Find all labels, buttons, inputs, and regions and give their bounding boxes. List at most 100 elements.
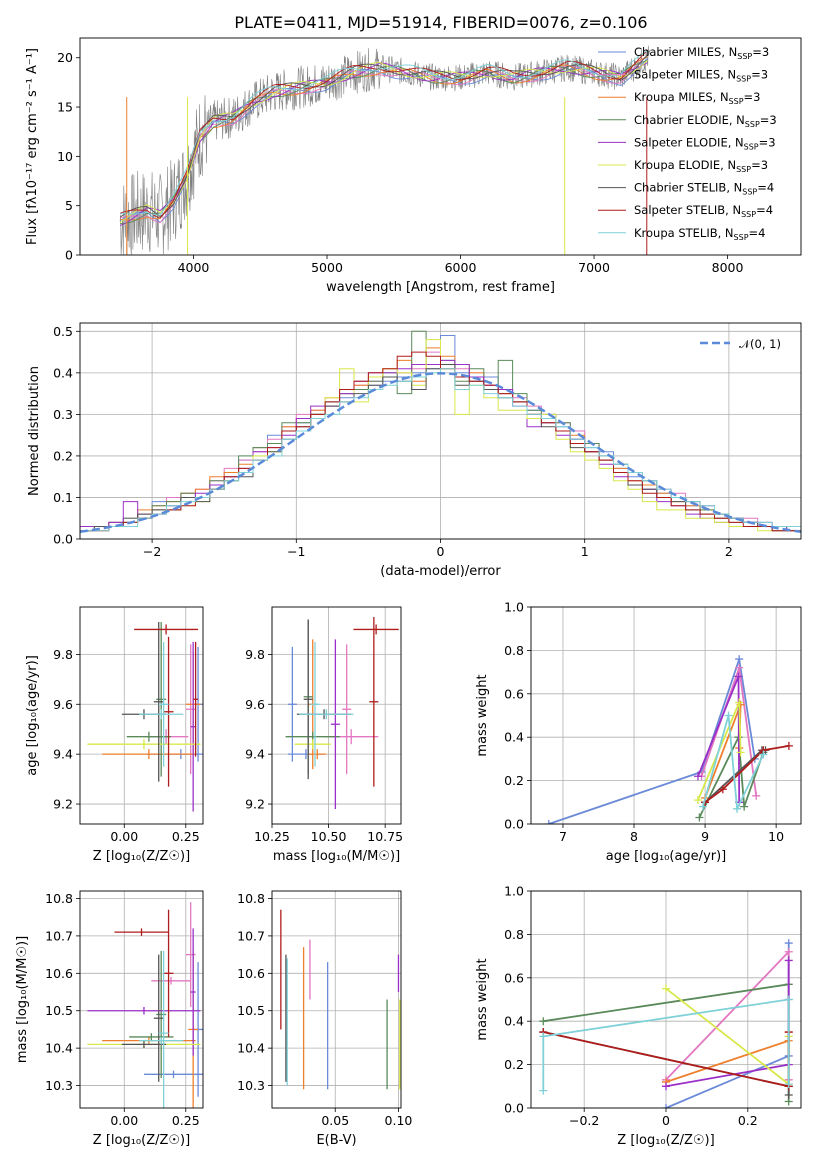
weight-marker <box>784 939 793 948</box>
residual-panel: −2 −1 0 1 2 0.0 0.1 0.2 0.3 0.4 0.5 (data-model)/er… <box>27 322 802 579</box>
y-axis-label: Normed distribution <box>27 366 42 496</box>
mass-vs-Z-panel: 0.00 0.25 10.3 10.4 10.5 10.6 10.7 10.8 Z [log₁₀… <box>15 890 204 1148</box>
y-axis-label: Flux [fλ10⁻¹⁷ erg cm⁻² s⁻¹ A⁻¹] <box>25 48 40 245</box>
errorbar-point <box>369 616 379 787</box>
age-vs-Z-panel: 0.00 0.25 9.2 9.4 9.6 9.8 Z [log₁₀(Z/Z☉)] age [… <box>25 606 204 864</box>
weight-marker <box>740 802 749 811</box>
weight-marker <box>735 698 744 707</box>
model-line <box>119 50 648 219</box>
y-tick-label: 10.3 <box>237 1078 265 1093</box>
y-tick-label: 10.4 <box>237 1041 265 1056</box>
y-tick-label: 10.7 <box>45 928 73 943</box>
age-vs-mass-panel: 10.25 10.50 10.75 9.2 9.4 9.6 9.8 mass [log₁₀(M… <box>245 606 403 864</box>
y-tick-label: 9.8 <box>245 647 265 662</box>
legend-label: Chabrier ELODIE, NSSP=3 <box>634 113 777 129</box>
weight-marker <box>759 750 768 759</box>
x-axis-label: mass [log₁₀(M/M☉)] <box>273 849 400 864</box>
y-tick-label: 9.6 <box>53 697 73 712</box>
x-tick-label: −1 <box>287 544 305 559</box>
x-tick-label: 10 <box>768 829 784 844</box>
weight-marker <box>539 1017 548 1026</box>
errorbar-point <box>129 1033 174 1041</box>
errorbar-point <box>287 646 297 762</box>
errorbar-point <box>153 621 164 782</box>
axes-frame <box>530 890 802 1109</box>
x-tick-label: 0 <box>437 544 445 559</box>
errorbar-point <box>193 641 199 757</box>
x-tick-label: 9 <box>701 829 709 844</box>
spectrum-data-line <box>119 45 651 255</box>
x-tick-label: 6000 <box>445 260 477 275</box>
errorbar-point <box>185 644 196 775</box>
y-tick-label: 9.8 <box>53 647 73 662</box>
weight-marker <box>752 791 761 800</box>
errorbar-point <box>121 1040 167 1049</box>
errorbar-point <box>134 624 199 635</box>
legend-label: Kroupa STELIB, NSSP=4 <box>634 226 765 242</box>
errorbar-point <box>87 739 201 750</box>
y-axis-label: mass weight <box>475 958 490 1040</box>
weight-marker <box>784 995 793 1004</box>
y-tick-label: 9.2 <box>53 797 73 812</box>
errorbars <box>285 616 399 810</box>
x-tick-label: 10.25 <box>254 829 290 844</box>
errorbar-point <box>156 950 167 1079</box>
errorbar-point <box>102 749 196 760</box>
x-tick-label: 0.05 <box>321 1113 349 1128</box>
spectrum-plot <box>119 45 651 255</box>
y-tick-label: 0.4 <box>504 730 524 745</box>
errorbar-point <box>143 1070 203 1079</box>
y-tick-label: 0.4 <box>504 1014 524 1029</box>
y-tick-label: 1.0 <box>504 600 524 615</box>
y-tick-label: 0.0 <box>504 1101 524 1116</box>
weight-marker <box>724 711 733 720</box>
errorbar-point <box>156 621 167 777</box>
legend-label: Chabrier MILES, NSSP=3 <box>634 45 769 61</box>
y-tick-label: 1.0 <box>504 884 524 899</box>
errorbar-point <box>330 639 340 810</box>
weight-marker <box>736 748 745 757</box>
x-tick-label: 7 <box>559 829 567 844</box>
x-tick-label: 2 <box>725 544 733 559</box>
y-tick-label: 10.3 <box>45 1078 73 1093</box>
y-tick-label: 0.2 <box>53 448 73 463</box>
histograms <box>80 330 801 539</box>
y-tick-label: 0.0 <box>504 817 524 832</box>
weight-marker <box>784 741 793 750</box>
weight-marker <box>662 984 670 993</box>
y-tick-label: 9.2 <box>245 797 265 812</box>
weight-marker <box>784 956 793 965</box>
x-tick-label: 1 <box>581 544 589 559</box>
x-axis-label: age [log₁₀(age/yr)] <box>606 849 727 864</box>
y-tick-label: 10.4 <box>45 1041 73 1056</box>
axes-frame <box>79 606 204 825</box>
errorbar-point <box>185 902 196 1007</box>
x-tick-label: 8 <box>630 829 638 844</box>
errorbar-point <box>153 954 164 1082</box>
y-tick-label: 0.6 <box>504 970 524 985</box>
weight-line <box>542 998 790 1091</box>
errorbar-point <box>342 644 352 775</box>
weight-line <box>548 658 756 824</box>
weight-marker <box>695 813 704 822</box>
y-tick-label: 0.0 <box>53 532 73 547</box>
model-line <box>119 54 648 224</box>
axes-frame <box>79 890 204 1109</box>
legend-label: Salpeter STELIB, NSSP=4 <box>634 203 773 219</box>
y-tick-label: 0.6 <box>504 686 524 701</box>
y-tick-label: 0.8 <box>504 927 524 942</box>
weight-marker <box>784 947 793 956</box>
weight-line <box>665 1032 790 1083</box>
x-axis-label: (data-model)/error <box>380 564 501 579</box>
weight-line <box>665 960 790 1088</box>
axes-frame <box>530 606 802 825</box>
legend-label: Chabrier STELIB, NSSP=4 <box>634 181 774 197</box>
errorbar-point <box>299 709 354 720</box>
x-tick-label: 0 <box>662 1113 670 1128</box>
errorbar-point <box>139 1036 184 1045</box>
errorbars <box>87 621 203 812</box>
axes-frame <box>79 322 802 540</box>
y-tick-label: 15 <box>57 100 73 115</box>
weight-marker <box>693 772 702 781</box>
